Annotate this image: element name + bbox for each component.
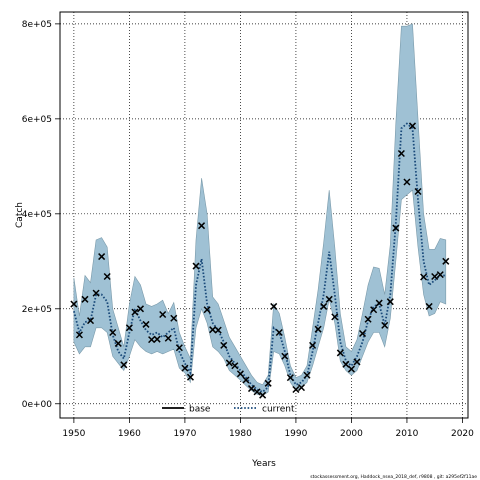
observed-point <box>275 328 283 337</box>
x-tick-label: 1980 <box>229 429 252 439</box>
observed-point <box>342 360 350 368</box>
y-axis-title: Catch <box>15 202 25 228</box>
plot-frame <box>59 11 469 419</box>
observed-point <box>331 313 339 321</box>
x-tick-label: 1960 <box>118 429 141 439</box>
observed-point <box>297 384 305 392</box>
observed-point <box>209 326 217 334</box>
observed-point <box>314 325 322 333</box>
observed-markers <box>70 122 450 399</box>
observed-point <box>403 178 411 186</box>
observed-point <box>247 385 256 393</box>
x-tick-label: 2020 <box>451 429 474 439</box>
observed-point <box>414 187 422 196</box>
observed-point <box>148 336 156 344</box>
x-tick-label: 1990 <box>284 429 307 439</box>
observed-point <box>353 358 361 366</box>
footnote: stockassessment.org, Haddock_nsea_2018_d… <box>310 474 477 480</box>
x-axis: 1950 1960 1970 1980 1990 2000 2010 2020 <box>62 418 474 439</box>
observed-point <box>425 302 433 310</box>
observed-point <box>397 149 405 158</box>
observed-point <box>142 320 150 328</box>
observed-point <box>103 272 111 281</box>
observed-point <box>109 328 117 337</box>
observed-point <box>364 315 372 323</box>
observed-point <box>259 391 267 399</box>
observed-point <box>242 376 250 384</box>
observed-point <box>81 295 89 303</box>
observed-point <box>75 331 83 339</box>
observed-point <box>392 224 400 232</box>
x-tick-label: 2010 <box>395 429 418 439</box>
observed-point <box>303 371 311 379</box>
observed-point <box>286 374 294 382</box>
observed-point <box>320 302 328 310</box>
observed-point <box>159 310 167 319</box>
observed-point <box>431 272 439 281</box>
y-tick-label: 0e+00 <box>22 400 53 410</box>
observed-point <box>153 335 161 343</box>
observed-point <box>408 122 417 130</box>
observed-point <box>292 385 300 394</box>
observed-point <box>420 273 428 281</box>
observed-point <box>270 302 278 310</box>
observed-point <box>170 314 178 322</box>
y-tick-label: 4e+05 <box>22 210 52 220</box>
observed-point <box>442 257 450 265</box>
observed-point <box>359 329 367 338</box>
observed-point <box>325 295 333 303</box>
observed-point <box>236 370 244 378</box>
legend-base-label: base <box>189 405 211 415</box>
observed-point <box>125 324 133 332</box>
observed-point <box>114 339 122 347</box>
y-tick-label: 2e+05 <box>22 305 52 315</box>
observed-point <box>381 321 389 329</box>
observed-point <box>181 364 189 372</box>
observed-point <box>98 253 106 261</box>
observed-point <box>253 388 261 396</box>
observed-point <box>281 352 289 360</box>
observed-point <box>70 300 78 308</box>
observed-point <box>120 361 128 369</box>
observed-point <box>336 349 344 357</box>
confidence-band <box>73 23 447 397</box>
observed-point <box>87 317 95 325</box>
legend-current-label: current <box>262 405 295 415</box>
y-tick-label: 8e+05 <box>22 20 52 30</box>
observed-point <box>186 373 194 381</box>
observed-point <box>220 341 228 349</box>
observed-point <box>386 298 394 306</box>
observed-point <box>164 334 172 342</box>
observed-point <box>131 308 139 316</box>
observed-point <box>214 326 222 334</box>
observed-point <box>231 362 239 370</box>
observed-point <box>92 289 100 297</box>
observed-point <box>436 271 444 279</box>
observed-point <box>203 306 211 314</box>
x-axis-title: Years <box>251 459 276 469</box>
observed-point <box>136 305 145 313</box>
x-tick-label: 1950 <box>62 429 85 439</box>
observed-point <box>309 341 317 349</box>
observed-point <box>175 344 183 352</box>
observed-point <box>347 365 355 373</box>
observed-point <box>375 299 383 307</box>
y-axis: 0e+00 2e+05 4e+05 6e+05 8e+05 <box>22 20 60 410</box>
observed-point <box>264 379 272 387</box>
observed-point <box>192 262 200 270</box>
observed-point <box>198 222 206 230</box>
x-tick-label: 1970 <box>173 429 196 439</box>
x-tick-label: 2000 <box>340 429 363 439</box>
observed-point <box>370 306 378 314</box>
legend: base current <box>162 405 295 415</box>
observed-point <box>225 359 233 367</box>
y-tick-label: 6e+05 <box>22 115 52 125</box>
